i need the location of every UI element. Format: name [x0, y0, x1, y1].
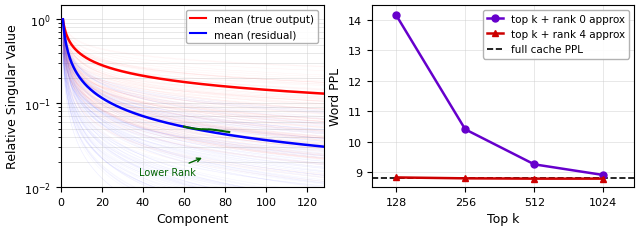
top k + rank 4 approx	[392, 176, 400, 179]
Legend: top k + rank 0 approx, top k + rank 4 approx, full cache PPL: top k + rank 0 approx, top k + rank 4 ap…	[483, 11, 629, 59]
Line: top k + rank 4 approx: top k + rank 4 approx	[393, 174, 607, 182]
Text: Lower Rank: Lower Rank	[139, 158, 200, 177]
top k + rank 4 approx	[600, 177, 607, 180]
top k + rank 4 approx	[461, 177, 469, 180]
top k + rank 0 approx	[600, 174, 607, 177]
X-axis label: Component: Component	[156, 213, 228, 225]
top k + rank 0 approx	[531, 163, 538, 166]
top k + rank 0 approx	[392, 15, 400, 18]
top k + rank 0 approx	[461, 128, 469, 131]
Line: top k + rank 0 approx: top k + rank 0 approx	[393, 13, 607, 179]
Y-axis label: Word PPL: Word PPL	[329, 67, 342, 125]
top k + rank 4 approx	[531, 177, 538, 180]
Y-axis label: Relative Singular Value: Relative Singular Value	[6, 24, 19, 168]
X-axis label: Top k: Top k	[487, 213, 519, 225]
Legend: mean (true output), mean (residual): mean (true output), mean (residual)	[186, 11, 319, 44]
